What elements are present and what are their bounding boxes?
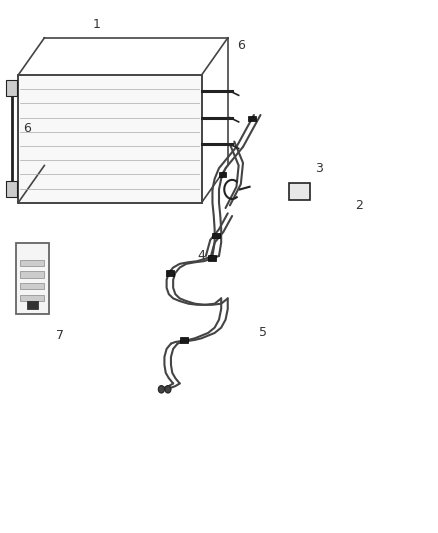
- Polygon shape: [208, 255, 216, 261]
- Polygon shape: [248, 116, 256, 122]
- Text: 5: 5: [259, 326, 267, 340]
- Polygon shape: [219, 172, 226, 177]
- Text: 7: 7: [56, 329, 64, 342]
- Text: 2: 2: [355, 199, 363, 212]
- Polygon shape: [7, 181, 17, 197]
- Polygon shape: [20, 271, 44, 278]
- Polygon shape: [180, 337, 188, 343]
- Polygon shape: [212, 233, 220, 238]
- Text: 4: 4: [198, 249, 205, 262]
- Polygon shape: [27, 301, 38, 309]
- Polygon shape: [20, 283, 44, 289]
- Polygon shape: [289, 183, 310, 200]
- Circle shape: [165, 385, 171, 393]
- Polygon shape: [20, 295, 44, 301]
- Text: 3: 3: [315, 161, 323, 175]
- Circle shape: [158, 385, 164, 393]
- Polygon shape: [16, 243, 49, 314]
- Polygon shape: [7, 80, 17, 96]
- Polygon shape: [18, 75, 201, 203]
- Polygon shape: [20, 260, 44, 266]
- Text: 1: 1: [93, 18, 101, 31]
- Text: 6: 6: [23, 122, 31, 135]
- Text: 6: 6: [237, 39, 245, 52]
- Polygon shape: [166, 270, 174, 276]
